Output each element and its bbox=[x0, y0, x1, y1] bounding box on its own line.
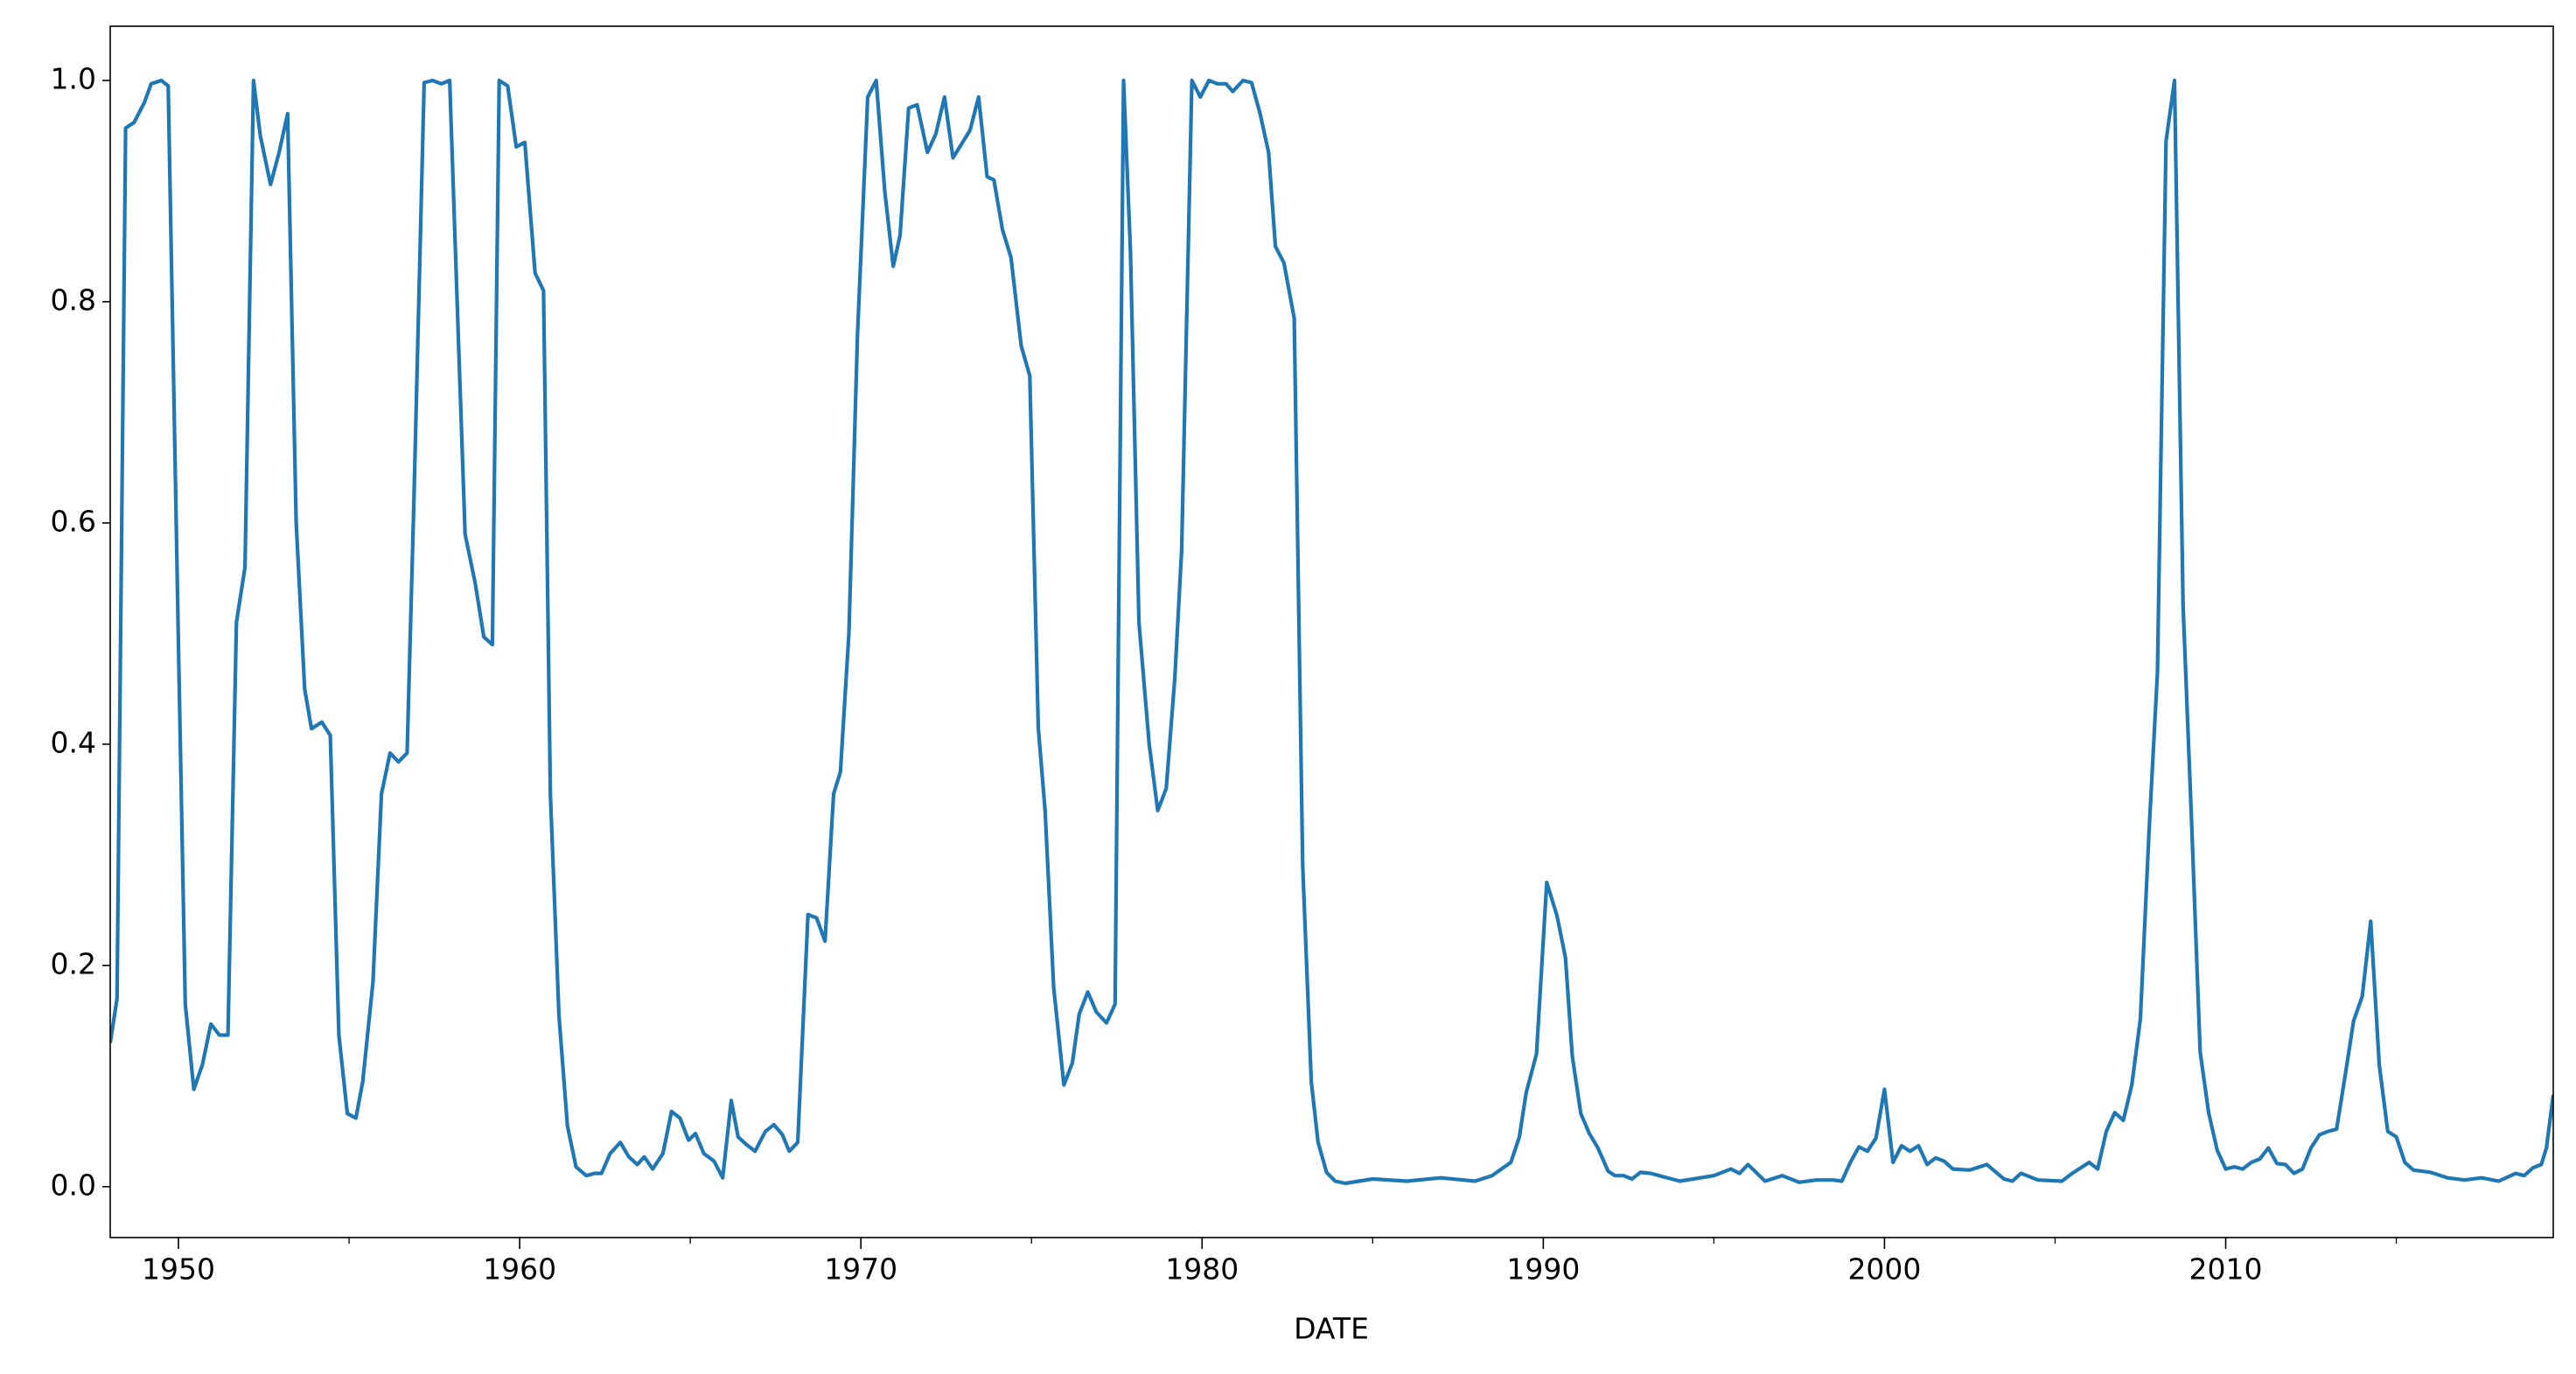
plot-frame bbox=[109, 25, 2554, 1238]
x-tick-label: 1970 bbox=[824, 1252, 897, 1287]
x-tick-label: 1990 bbox=[1506, 1252, 1580, 1287]
y-tick-label: 1.0 bbox=[51, 61, 96, 95]
x-tick-label: 1950 bbox=[142, 1252, 215, 1287]
x-tick-label: 2010 bbox=[2189, 1252, 2263, 1287]
x-tick-label: 1980 bbox=[1165, 1252, 1239, 1287]
x-tick-label: 2000 bbox=[1847, 1252, 1921, 1287]
x-tick-label: 1960 bbox=[483, 1252, 556, 1287]
y-tick-label: 0.6 bbox=[51, 504, 96, 538]
line bbox=[110, 78, 2553, 1186]
x-axis-label: DATE bbox=[1294, 1312, 1369, 1346]
y-tick-label: 0.0 bbox=[51, 1168, 96, 1202]
y-tick-label: 0.8 bbox=[51, 282, 96, 317]
y-tick-label: 0.4 bbox=[51, 725, 96, 759]
y-tick-label: 0.2 bbox=[51, 946, 96, 980]
